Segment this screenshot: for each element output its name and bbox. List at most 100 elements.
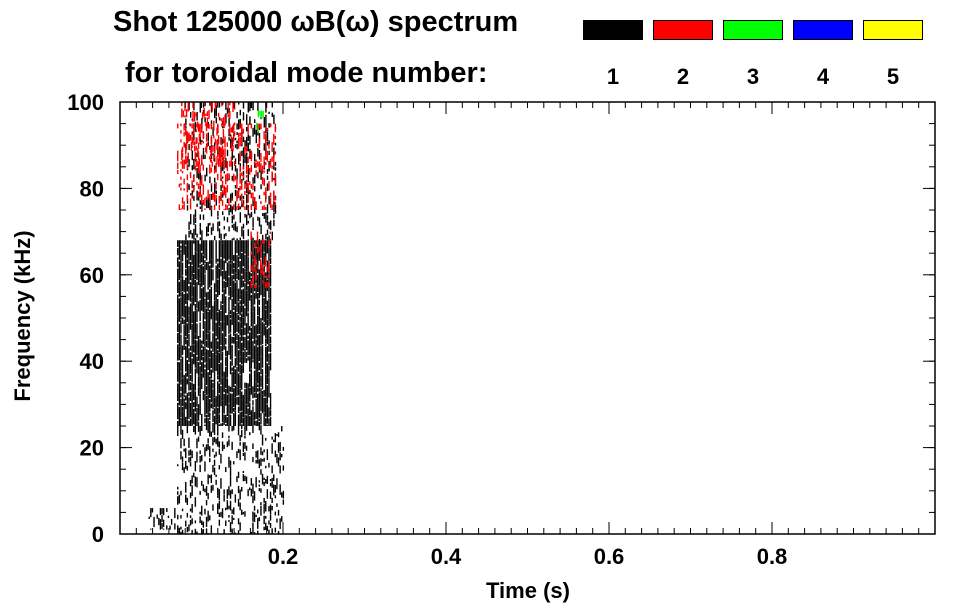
spectral-mark <box>242 240 245 267</box>
spectral-mark <box>210 193 213 200</box>
spectral-mark <box>202 330 205 345</box>
spectral-mark <box>253 491 256 501</box>
spectral-mark <box>187 102 189 112</box>
spectral-mark <box>209 145 211 150</box>
spectral-mark <box>201 362 203 373</box>
spectral-mark <box>202 521 205 528</box>
spectral-mark <box>263 163 265 169</box>
spectral-mark <box>185 372 187 394</box>
spectral-mark <box>233 311 235 336</box>
spectral-mark <box>197 240 200 268</box>
spectral-mark <box>199 172 201 184</box>
spectral-mark <box>268 111 270 114</box>
spectral-mark <box>197 376 200 387</box>
spectral-mark <box>196 531 198 534</box>
spectral-mark <box>225 232 227 237</box>
spectral-mark <box>266 220 269 226</box>
spectral-mark <box>252 340 254 360</box>
spectral-mark <box>169 525 171 530</box>
spectral-mark <box>236 111 238 119</box>
spectral-mark <box>181 149 183 160</box>
spectral-mark <box>231 528 233 534</box>
spectral-mark <box>188 306 190 316</box>
spectral-mark <box>195 145 197 151</box>
spectral-mark <box>244 388 246 415</box>
spectral-mark <box>189 282 192 302</box>
spectral-mark <box>186 205 189 211</box>
spectral-mark <box>225 102 227 110</box>
spectral-mark <box>185 330 187 336</box>
spectral-mark <box>221 333 224 352</box>
spectral-mark <box>201 426 203 432</box>
spectral-mark <box>209 265 211 288</box>
spectral-mark <box>212 464 214 473</box>
spectral-mark <box>212 192 214 201</box>
spectral-mark <box>191 118 193 121</box>
spectral-mark <box>226 184 229 193</box>
spectral-mark <box>268 274 270 277</box>
spectral-mark <box>242 442 245 453</box>
spectral-mark <box>201 123 203 133</box>
spectral-mark <box>199 366 201 394</box>
spectral-mark <box>244 475 246 482</box>
spectral-mark <box>238 102 240 105</box>
spectral-mark <box>188 230 190 238</box>
spectral-mark <box>191 150 193 161</box>
spectral-mark <box>223 139 225 143</box>
spectral-mark <box>256 122 258 130</box>
spectral-mark <box>218 500 221 510</box>
spectral-mark <box>202 346 205 357</box>
spectral-mark <box>257 384 259 387</box>
spectral-mark <box>197 436 200 442</box>
spectral-mark <box>191 123 193 129</box>
spectral-mark <box>233 123 235 131</box>
spectral-mark <box>178 323 181 341</box>
spectral-mark <box>214 108 216 119</box>
spectral-mark <box>228 118 230 127</box>
spectral-mark <box>258 161 261 171</box>
spectral-mark <box>194 282 197 303</box>
spectral-mark <box>266 240 269 254</box>
spectral-mark <box>233 131 236 136</box>
spectral-mark <box>180 297 182 320</box>
mode-2-region <box>177 123 277 210</box>
spectral-mark <box>250 253 253 272</box>
spectral-mark <box>258 269 261 286</box>
spectral-mark <box>236 168 238 180</box>
spectral-mark <box>183 141 185 148</box>
spectral-mark <box>244 426 246 436</box>
spectral-mark <box>265 305 267 310</box>
spectral-mark <box>223 494 225 502</box>
spectral-mark <box>276 434 278 437</box>
spectral-mark <box>188 524 190 532</box>
spectral-mark <box>199 200 201 205</box>
spectral-mark <box>212 379 214 383</box>
spectral-mark <box>199 426 201 436</box>
spectral-mark <box>226 142 229 147</box>
spectral-mark <box>161 508 163 515</box>
spectral-mark <box>213 436 216 443</box>
spectral-mark <box>234 221 237 232</box>
spectral-mark <box>254 207 256 214</box>
spectral-mark <box>241 179 243 183</box>
spectral-mark <box>266 169 269 175</box>
spectral-mark <box>186 419 189 426</box>
spectral-mark <box>257 216 259 221</box>
spectral-mark <box>209 176 211 184</box>
spectral-mark <box>265 140 267 150</box>
spectral-mark <box>250 265 252 271</box>
spectral-mark <box>204 369 206 394</box>
spectral-mark <box>195 112 197 117</box>
spectral-mark <box>180 176 182 180</box>
spectral-mark <box>194 224 197 235</box>
spectral-mark <box>196 137 198 144</box>
spectral-mark <box>213 154 216 159</box>
spectral-mark <box>225 388 227 406</box>
spectral-mark <box>217 381 219 390</box>
spectral-mark <box>197 387 200 396</box>
spectral-mark <box>199 134 201 140</box>
spectral-mark <box>193 111 196 122</box>
spectral-mark <box>266 346 269 358</box>
spectral-mark <box>239 240 241 260</box>
spectral-mark <box>214 102 217 110</box>
